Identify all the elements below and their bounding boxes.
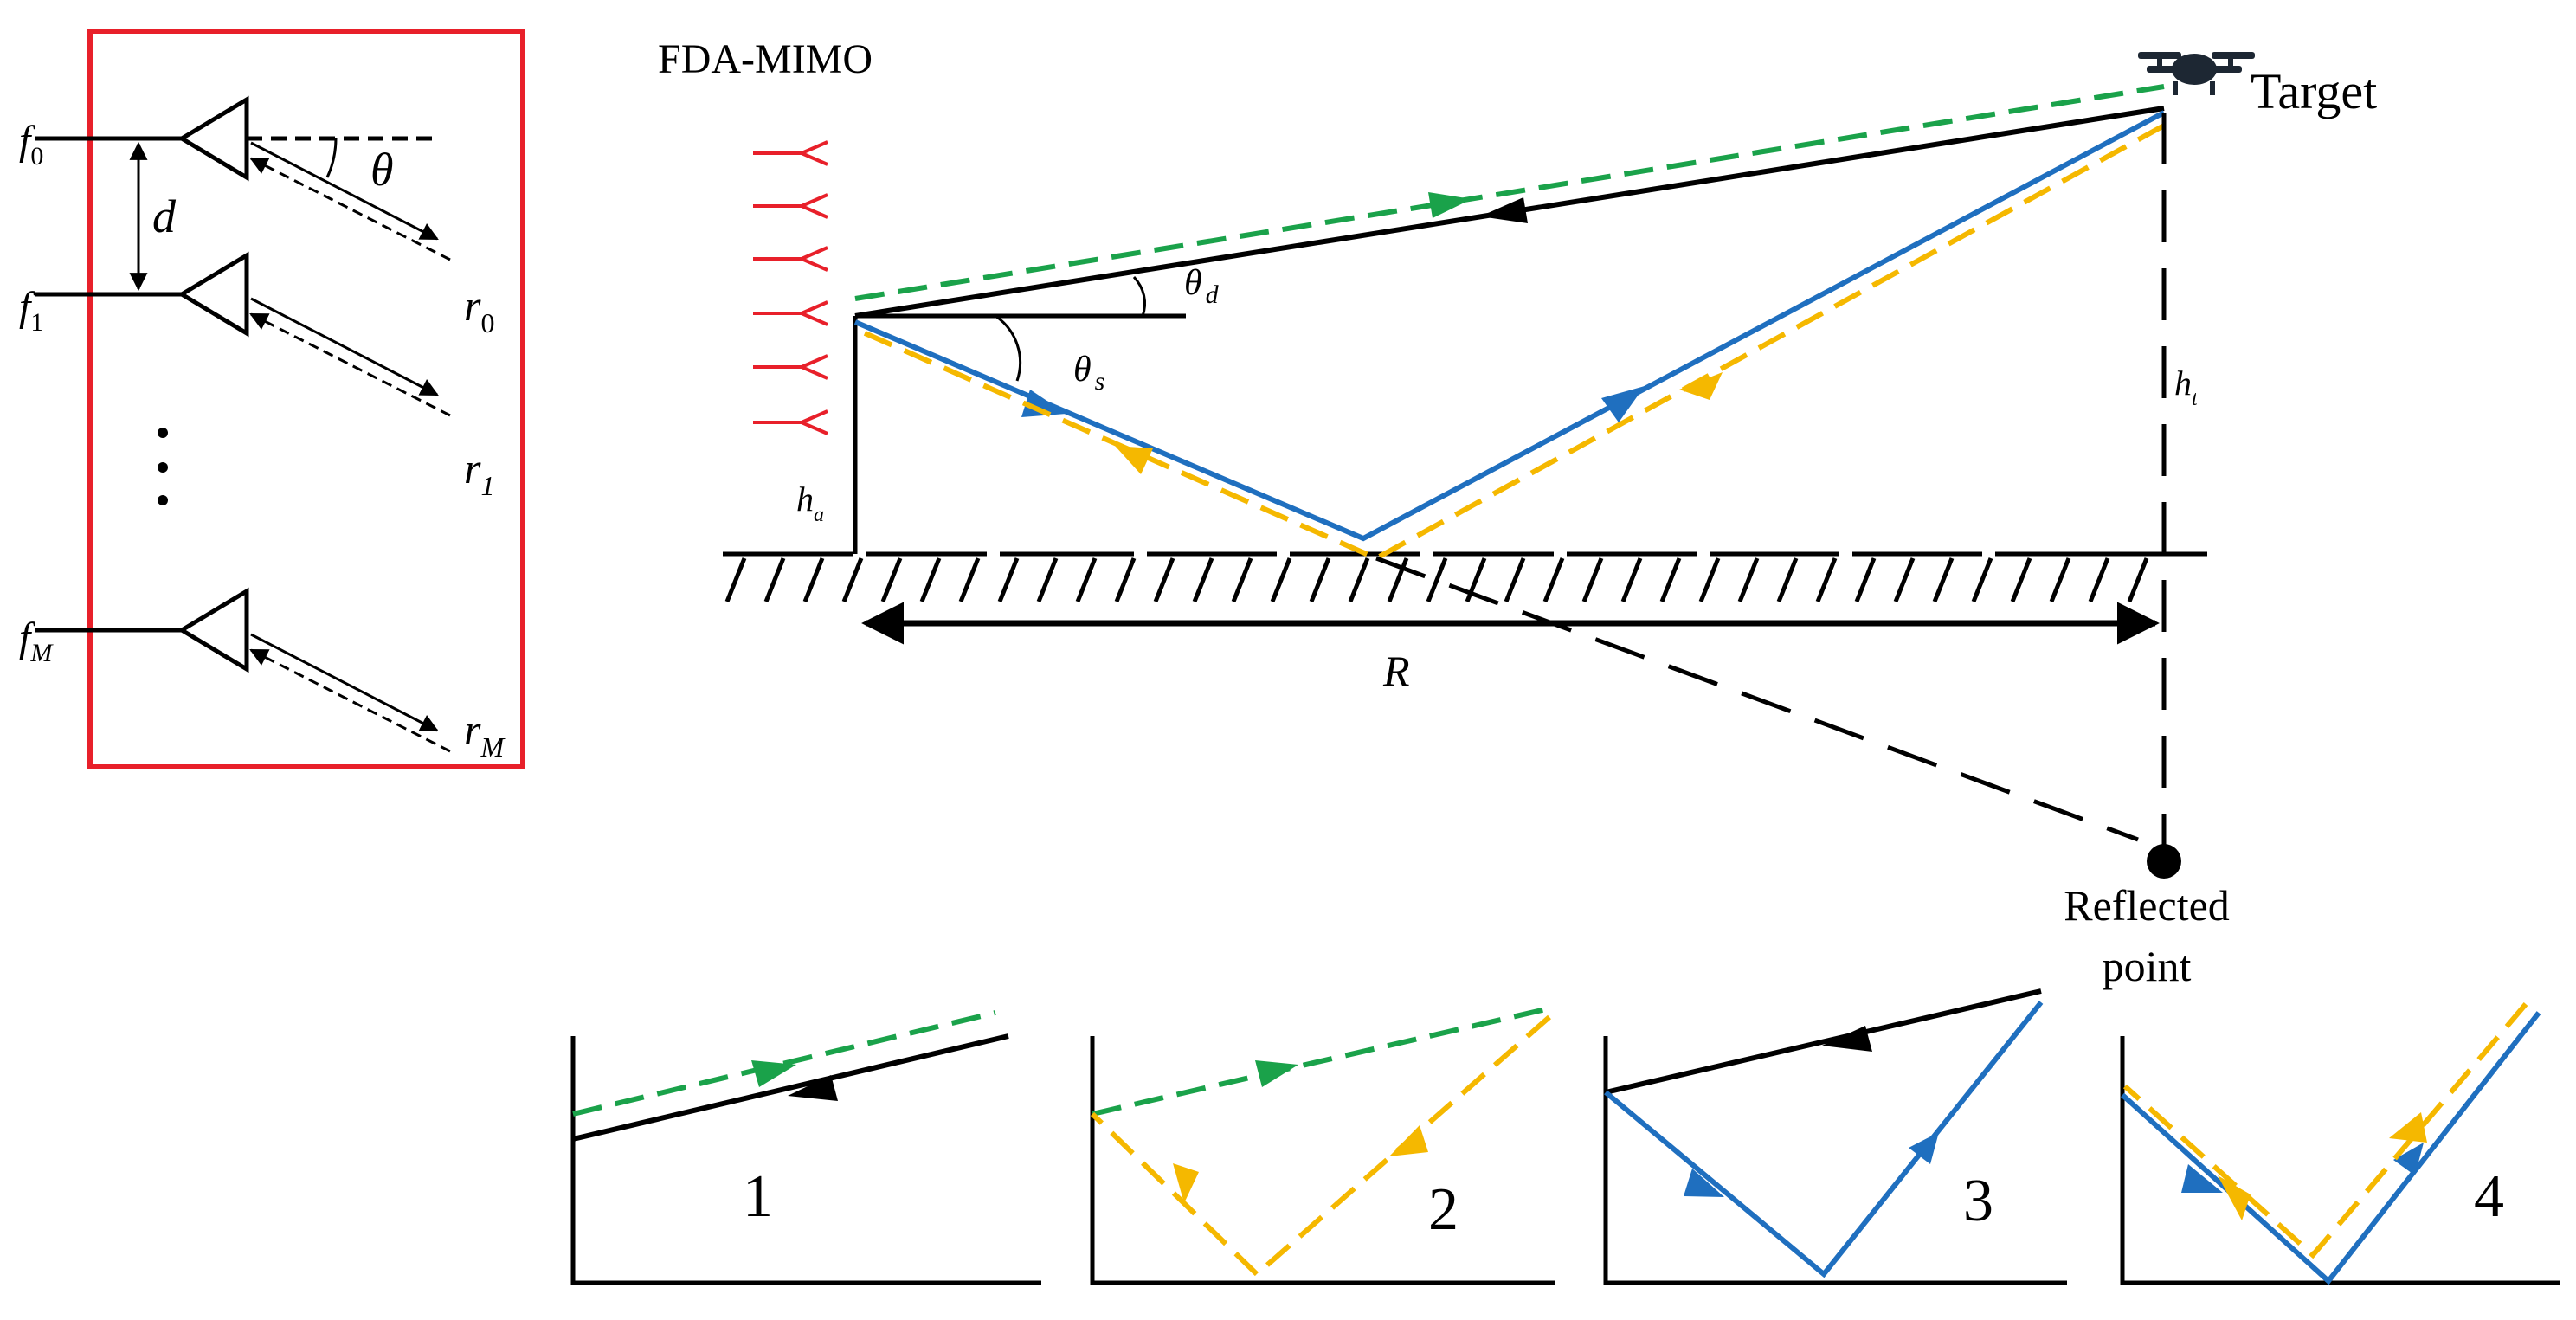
direct-transmit-arrow [1428, 192, 1472, 218]
reflected-point-label-line2: point [2103, 942, 2192, 990]
ground-surface [723, 551, 2207, 602]
label-d: d [152, 190, 177, 242]
red-antenna-element [753, 354, 828, 380]
label-f0: f0 [19, 118, 43, 171]
label-r0: r0 [464, 281, 494, 338]
mirror-image-path [1375, 556, 2139, 842]
main-scene: FDA-MIMO [658, 36, 2377, 990]
array-box [87, 29, 525, 769]
multipath-transmit-arrow-up [1601, 386, 1645, 422]
target-label: Target [2251, 63, 2377, 119]
red-array [753, 140, 828, 435]
panel-number: 1 [743, 1163, 773, 1230]
multipath-transmit-path [853, 110, 2166, 542]
path-panels: 1 2 3 [570, 988, 2560, 1285]
label-f1: f1 [19, 284, 43, 337]
array-element-1 [35, 251, 249, 338]
label-theta: θ [370, 144, 394, 196]
label-fm: fM [19, 615, 54, 667]
red-antenna-element [753, 193, 828, 219]
reflected-point-label-line1: Reflected [2064, 881, 2230, 930]
multipath-receive-path [853, 123, 2166, 562]
multipath-transmit-arrow-down [1021, 390, 1066, 417]
direct-receive-arrow [1480, 197, 1528, 223]
ray-pair-1 [249, 297, 451, 417]
ray-pair-0 [249, 141, 451, 261]
array-element-0 [35, 95, 433, 182]
red-antenna-element [753, 409, 828, 435]
path-panel-2: 2 [1090, 1006, 1555, 1285]
label-range: R [1382, 647, 1410, 695]
path-panel-1: 1 [570, 1010, 1041, 1285]
red-antenna-element [753, 140, 828, 166]
theta-d-arc [1132, 275, 1147, 317]
red-antenna-element [753, 300, 828, 326]
multipath-receive-arrow-down [1679, 372, 1723, 400]
red-antenna-element [753, 246, 828, 272]
direct-transmit-path [854, 84, 2165, 301]
array-element-m [35, 587, 249, 673]
drone-icon [2138, 52, 2255, 95]
array-detail-panel: f0 f1 fM d θ r0 r1 rM [19, 29, 525, 769]
panel-number: 4 [2474, 1163, 2504, 1230]
label-h-a: ha [796, 480, 824, 526]
reflected-point-marker [2147, 844, 2181, 879]
label-rm: rM [464, 705, 506, 763]
theta-arc [325, 138, 338, 178]
theta-s-arc [995, 314, 1022, 382]
path-panel-3: 3 [1603, 988, 2067, 1285]
path-panel-4: 4 [2120, 1002, 2560, 1285]
ellipsis-dots [158, 428, 168, 505]
panel-number: 3 [1963, 1168, 1993, 1234]
ray-pair-m [249, 633, 451, 753]
multipath-receive-arrow-up [1115, 446, 1153, 474]
fda-mimo-title: FDA-MIMO [658, 36, 873, 82]
label-h-t: ht [2174, 364, 2199, 410]
panel-number: 2 [1428, 1176, 1459, 1243]
label-r1: r1 [464, 444, 494, 501]
